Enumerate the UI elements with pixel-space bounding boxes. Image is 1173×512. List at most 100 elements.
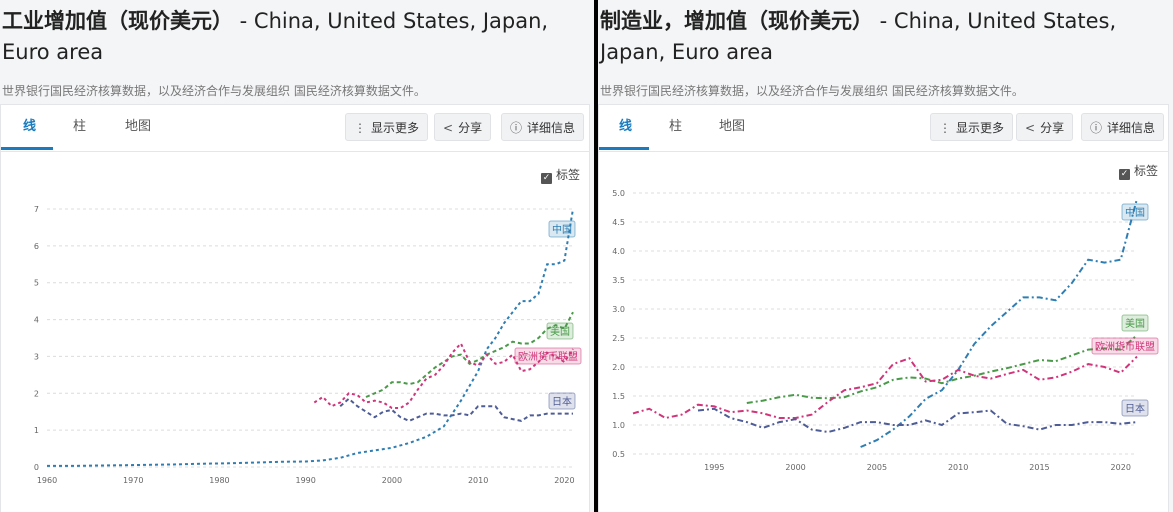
series-end-label-box	[1121, 203, 1149, 221]
series-end-label-text: 美国	[1125, 317, 1145, 330]
x-tick-label: 1990	[296, 476, 316, 485]
page-title: 制造业，增加值（现价美元） - China, United States, Ja…	[600, 9, 1117, 64]
show-more-label: 显示更多	[956, 121, 1005, 135]
x-tick-label: 2015	[1029, 463, 1049, 472]
series-end-label-box	[546, 322, 574, 340]
x-tick-label: 2010	[948, 463, 968, 472]
y-tick-label: 1.5	[612, 392, 625, 401]
series-end-label-box	[548, 392, 576, 410]
x-tick-label: 2000	[382, 476, 402, 485]
series-line-japan	[697, 407, 1138, 434]
y-tick-label: 4	[34, 316, 39, 325]
chart-card: 线 柱 地图 ⋮ 显示更多 < 分享 ⓘ 详细信息 ✓ 标签 0 1 2 3 4 5 6 7 1960 1…	[0, 104, 590, 512]
page-title: 工业增加值（现价美元） - China, United States, Japa…	[2, 9, 549, 64]
info-icon: ⓘ	[510, 121, 523, 135]
series-end-label-usa: 美国	[1121, 314, 1149, 332]
share-button[interactable]: < 分享	[1016, 113, 1074, 141]
series-end-label-china: 中国	[548, 220, 576, 238]
tab-line[interactable]: 线	[23, 119, 37, 134]
chart-card: 线 柱 地图 ⋮ 显示更多 < 分享 ⓘ 详细信息 ✓ 标签 0.5 1.0 1.5 2.0 2…	[598, 104, 1169, 512]
tab-map[interactable]: 地图	[719, 119, 746, 134]
series-end-label-text: 日本	[1125, 402, 1145, 415]
series-end-label-japan: 日本	[548, 392, 576, 410]
share-label: 分享	[1040, 121, 1065, 135]
label-toggle-text: 标签	[1134, 164, 1159, 178]
tab-divider	[1, 151, 589, 152]
y-tick-label: 5.0	[612, 189, 625, 198]
series-end-label-box	[514, 347, 582, 365]
x-tick-label: 2020	[554, 476, 574, 485]
details-button[interactable]: ⓘ 详细信息	[1081, 113, 1165, 141]
series-line-china	[47, 208, 574, 467]
tab-line[interactable]: 线	[619, 119, 633, 134]
y-tick-label: 2.0	[612, 363, 625, 372]
label-toggle-text: 标签	[556, 168, 581, 182]
more-icon: ⋮	[939, 121, 951, 135]
share-label: 分享	[458, 121, 483, 135]
series-end-label-box	[1091, 337, 1159, 355]
show-more-button[interactable]: ⋮ 显示更多	[930, 113, 1014, 141]
y-tick-label: 0	[34, 463, 39, 472]
y-tick-label: 7	[34, 205, 39, 214]
x-tick-label: 1995	[704, 463, 724, 472]
panel-divider	[594, 0, 598, 512]
series-line-euro-area	[632, 355, 1138, 420]
series-end-label-euro-area: 欧洲货币联盟	[514, 347, 582, 365]
series-end-label-japan: 日本	[1121, 399, 1149, 417]
series-end-label-box	[1121, 314, 1149, 332]
y-tick-label: 0.5	[612, 450, 625, 459]
series-line-usa	[365, 311, 574, 398]
x-tick-label: 2020	[1111, 463, 1131, 472]
show-more-button[interactable]: ⋮ 显示更多	[345, 113, 429, 141]
share-icon: <	[1025, 121, 1036, 135]
series-end-label-box	[548, 220, 576, 238]
y-tick-label: 2	[34, 389, 39, 398]
y-tick-label: 1	[34, 426, 39, 435]
info-icon: ⓘ	[1090, 121, 1103, 135]
series-end-label-text: 中国	[1125, 206, 1145, 219]
share-icon: <	[443, 121, 454, 135]
series-end-label-text: 欧洲货币联盟	[518, 350, 578, 363]
y-tick-label: 3.5	[612, 276, 625, 285]
right-panel: 制造业，增加值（现价美元） - China, United States, Ja…	[598, 0, 1173, 512]
tab-bar[interactable]: 柱	[73, 119, 87, 134]
tab-bar[interactable]: 柱	[669, 119, 683, 134]
series-line-china	[860, 198, 1138, 448]
y-tick-label: 1.0	[612, 421, 625, 430]
label-toggle[interactable]: ✓ 标签	[541, 166, 580, 184]
chart-industry-value-added: 0 1 2 3 4 5 6 7 1960 1970 1980 1990 2000 2010 2020 中国美国…	[34, 205, 582, 485]
x-tick-label: 1960	[37, 476, 57, 485]
series-end-label-text: 欧洲货币联盟	[1095, 340, 1155, 353]
tab-map[interactable]: 地图	[125, 119, 152, 134]
share-button[interactable]: < 分享	[434, 113, 492, 141]
y-tick-label: 6	[34, 242, 39, 251]
series-line-usa	[746, 334, 1138, 404]
series-end-label-text: 中国	[552, 223, 572, 236]
series-end-label-box	[1121, 399, 1149, 417]
x-tick-label: 1980	[209, 476, 229, 485]
tab-divider	[599, 151, 1168, 152]
source-note: 世界银行国民经济核算数据，以及经济合作与发展组织 国民经济核算数据文件。	[2, 84, 426, 98]
y-tick-label: 5	[34, 279, 39, 288]
y-tick-label: 4.5	[612, 218, 625, 227]
y-tick-label: 2.5	[612, 334, 625, 343]
label-toggle[interactable]: ✓ 标签	[1119, 162, 1158, 180]
series-line-japan	[339, 397, 573, 422]
x-tick-label: 1970	[123, 476, 143, 485]
y-tick-label: 4.0	[612, 247, 625, 256]
x-tick-label: 2010	[468, 476, 488, 485]
series-end-label-usa: 美国	[546, 322, 574, 340]
series-line-euro-area	[313, 341, 574, 409]
more-icon: ⋮	[354, 121, 366, 135]
left-panel: 工业增加值（现价美元） - China, United States, Japa…	[0, 9, 590, 512]
x-tick-label: 2000	[785, 463, 805, 472]
details-label: 详细信息	[1107, 121, 1156, 135]
y-tick-label: 3	[34, 352, 39, 361]
series-end-label-text: 美国	[550, 325, 570, 338]
details-label: 详细信息	[527, 121, 576, 135]
details-button[interactable]: ⓘ 详细信息	[501, 113, 585, 141]
checkbox-checked-icon: ✓	[541, 173, 552, 184]
y-tick-label: 3.0	[612, 305, 625, 314]
series-end-label-china: 中国	[1121, 203, 1149, 221]
show-more-label: 显示更多	[371, 121, 420, 135]
